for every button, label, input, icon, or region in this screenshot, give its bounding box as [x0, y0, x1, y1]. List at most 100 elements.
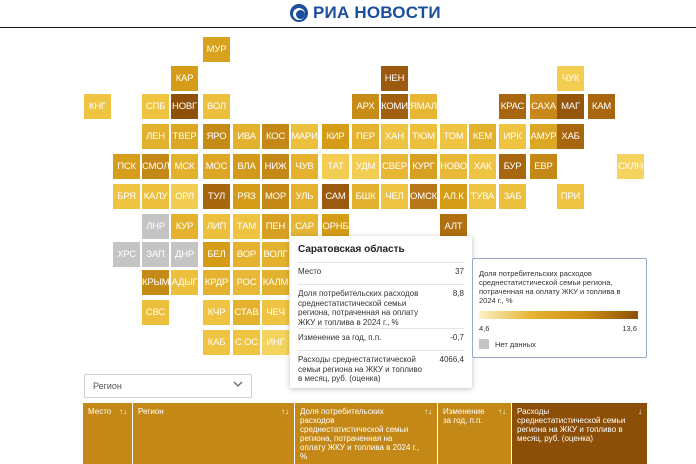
- region-tile-24[interactable]: ТЮМ: [410, 124, 437, 149]
- region-tile-86[interactable]: ИНГ: [262, 330, 289, 355]
- column-header[interactable]: Регион ↑↓: [133, 403, 294, 464]
- column-header[interactable]: Место ↑↓: [83, 403, 132, 464]
- region-tile-64[interactable]: ТАМ: [233, 214, 260, 239]
- region-tile-48[interactable]: ОРЛ: [171, 184, 198, 209]
- region-tile-46[interactable]: БРЯ: [113, 184, 140, 209]
- region-tile-12[interactable]: САХА: [530, 94, 557, 119]
- region-tile-85[interactable]: С.ОС: [233, 330, 260, 355]
- region-tile-60[interactable]: ПРИ: [557, 184, 584, 209]
- region-tile-67[interactable]: ОРНБ: [322, 214, 349, 239]
- region-tile-35[interactable]: НИЖ: [262, 154, 289, 179]
- region-tile-9[interactable]: КОМИ: [381, 94, 408, 119]
- region-tile-25[interactable]: ТОМ: [440, 124, 467, 149]
- column-header[interactable]: Расходы среднестатистической семьи регио…: [512, 403, 647, 464]
- region-tile-80[interactable]: СВС: [142, 300, 169, 325]
- region-tile-1[interactable]: КАР: [171, 66, 198, 91]
- region-tile-53[interactable]: САМ: [322, 184, 349, 209]
- region-tile-36[interactable]: ЧУВ: [291, 154, 318, 179]
- region-tile-61[interactable]: ЛНР: [142, 214, 169, 239]
- region-tile-8[interactable]: АРХ: [352, 94, 379, 119]
- region-tile-4[interactable]: КНГ: [84, 94, 111, 119]
- region-tile-44[interactable]: ЕВР: [530, 154, 557, 179]
- region-tile-52[interactable]: УЛЬ: [291, 184, 318, 209]
- region-tile-26[interactable]: КЕМ: [469, 124, 496, 149]
- region-tile-14[interactable]: КАМ: [588, 94, 615, 119]
- region-tile-7[interactable]: ВОЛ: [203, 94, 230, 119]
- region-tile-77[interactable]: КРДР: [203, 270, 230, 295]
- region-tile-2[interactable]: НЕН: [381, 66, 408, 91]
- region-tile-6[interactable]: НОВГ: [171, 94, 198, 119]
- region-tile-69[interactable]: ХРС: [113, 242, 140, 267]
- region-tile-38[interactable]: УДМ: [352, 154, 379, 179]
- region-tile-43[interactable]: БУР: [499, 154, 526, 179]
- region-tile-23[interactable]: ХАН: [381, 124, 408, 149]
- sort-icon[interactable]: ↑↓: [424, 407, 432, 416]
- sort-icon[interactable]: ↑↓: [498, 407, 506, 416]
- region-tile-66[interactable]: САР: [291, 214, 318, 239]
- region-tile-11[interactable]: КРАС: [499, 94, 526, 119]
- region-tile-47[interactable]: КАЛУ: [142, 184, 169, 209]
- region-tile-32[interactable]: МСК: [171, 154, 198, 179]
- region-tile-55[interactable]: ЧЕЛ: [381, 184, 408, 209]
- region-tile-30[interactable]: ПСК: [113, 154, 140, 179]
- region-tile-18[interactable]: ИВА: [233, 124, 260, 149]
- region-tile-58[interactable]: ТУВА: [469, 184, 496, 209]
- region-tile-29[interactable]: ХАБ: [557, 124, 584, 149]
- region-tile-27[interactable]: ИРК: [499, 124, 526, 149]
- region-tile-45[interactable]: СХЛН: [617, 154, 644, 179]
- region-tile-73[interactable]: ВОР: [233, 242, 260, 267]
- sort-icon[interactable]: ↑↓: [119, 407, 127, 416]
- region-tile-15[interactable]: ЛЕН: [142, 124, 169, 149]
- region-tile-22[interactable]: ПЕР: [352, 124, 379, 149]
- region-tile-68[interactable]: АЛТ: [440, 214, 467, 239]
- region-tile-34[interactable]: ВЛА: [233, 154, 260, 179]
- region-tile-17[interactable]: ЯРО: [203, 124, 230, 149]
- chevron-down-icon: [233, 381, 243, 387]
- region-tile-3[interactable]: ЧУК: [557, 66, 584, 91]
- region-tile-37[interactable]: ТАТ: [322, 154, 349, 179]
- region-tile-40[interactable]: КУРГ: [410, 154, 437, 179]
- region-tile-63[interactable]: ЛИП: [203, 214, 230, 239]
- region-tile-5[interactable]: СПБ: [142, 94, 169, 119]
- region-select[interactable]: Регион: [84, 374, 252, 398]
- region-tile-75[interactable]: КРЫМ: [142, 270, 169, 295]
- region-tile-13[interactable]: МАГ: [557, 94, 584, 119]
- region-tile-54[interactable]: БШК: [352, 184, 379, 209]
- sort-icon[interactable]: ↑↓: [281, 407, 289, 416]
- region-tile-78[interactable]: РОС: [233, 270, 260, 295]
- region-tile-39[interactable]: СВЕР: [381, 154, 408, 179]
- region-tile-28[interactable]: АМУР: [530, 124, 557, 149]
- region-tile-62[interactable]: КУР: [171, 214, 198, 239]
- region-tile-70[interactable]: ЗАП: [142, 242, 169, 267]
- column-header[interactable]: Изменение за год, п.п. ↑↓: [438, 403, 511, 464]
- region-tile-57[interactable]: АЛ.К: [440, 184, 467, 209]
- region-tile-10[interactable]: ЯМАЛ: [410, 94, 437, 119]
- region-tile-41[interactable]: НОВО: [440, 154, 467, 179]
- region-tile-65[interactable]: ПЕН: [262, 214, 289, 239]
- region-tile-51[interactable]: МОР: [262, 184, 289, 209]
- region-tile-42[interactable]: ХАК: [469, 154, 496, 179]
- region-tile-71[interactable]: ДНР: [171, 242, 198, 267]
- region-tile-50[interactable]: РЯЗ: [233, 184, 260, 209]
- region-tile-76[interactable]: АДЫГ: [171, 270, 198, 295]
- region-tile-82[interactable]: СТАВ: [233, 300, 260, 325]
- region-tile-49[interactable]: ТУЛ: [203, 184, 230, 209]
- region-tile-81[interactable]: КЧР: [203, 300, 230, 325]
- region-tile-84[interactable]: КАБ: [203, 330, 230, 355]
- region-tile-59[interactable]: ЗАБ: [499, 184, 526, 209]
- ria-logo[interactable]: РИА НОВОСТИ: [290, 3, 441, 23]
- region-tile-31[interactable]: СМОЛ: [142, 154, 169, 179]
- region-tile-20[interactable]: МАРИ: [291, 124, 318, 149]
- region-tile-16[interactable]: ТВЕР: [171, 124, 198, 149]
- region-tile-21[interactable]: КИР: [322, 124, 349, 149]
- region-tile-33[interactable]: МОС: [203, 154, 230, 179]
- column-header[interactable]: Доля потребительских расходов среднестат…: [295, 403, 437, 464]
- region-tile-79[interactable]: КАЛМ: [262, 270, 289, 295]
- region-tile-72[interactable]: БЕЛ: [203, 242, 230, 267]
- region-tile-19[interactable]: КОС: [262, 124, 289, 149]
- region-tile-83[interactable]: ЧЕЧ: [262, 300, 289, 325]
- region-tile-74[interactable]: ВОЛГ: [262, 242, 289, 267]
- region-tile-0[interactable]: МУР: [203, 37, 230, 62]
- sort-icon[interactable]: ↓: [638, 407, 642, 416]
- region-tile-56[interactable]: ОМСК: [410, 184, 437, 209]
